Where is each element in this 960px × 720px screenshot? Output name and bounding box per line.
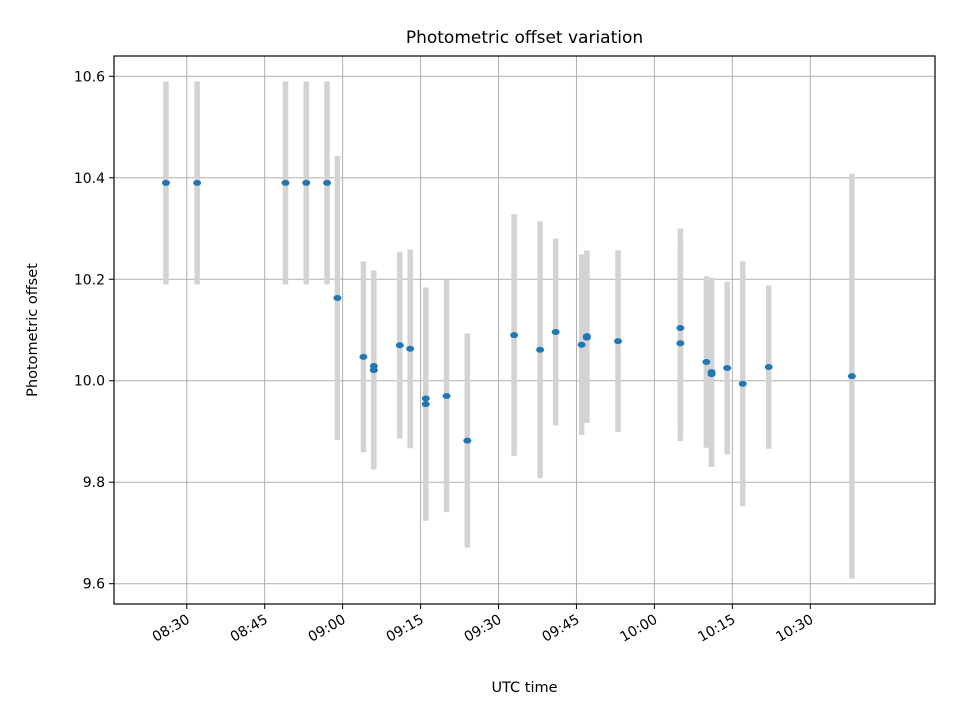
y-tick-label: 10.2 [74, 272, 105, 288]
x-tick-label: 10:15 [695, 612, 738, 646]
y-tick-label: 9.6 [83, 577, 105, 593]
error-bars [163, 81, 855, 579]
y-tick-label: 10.0 [74, 374, 105, 390]
data-point [510, 332, 519, 339]
data-point [323, 179, 332, 186]
data-point [281, 179, 290, 186]
data-points [161, 179, 856, 444]
x-tick-label: 08:45 [228, 612, 271, 646]
x-tick-label: 08:30 [150, 612, 193, 646]
data-point [302, 179, 311, 186]
grid [114, 56, 935, 604]
data-point [614, 338, 623, 345]
y-axis-label: Photometric offset [25, 263, 41, 397]
data-point [421, 395, 430, 402]
data-point [463, 437, 472, 444]
data-point [421, 401, 430, 408]
x-tick-label: 09:30 [462, 612, 505, 646]
data-point [333, 295, 342, 302]
data-point [764, 364, 773, 371]
data-point [702, 358, 711, 365]
data-point [707, 371, 716, 378]
data-point [359, 353, 368, 360]
data-point [395, 342, 404, 349]
x-tick-label: 09:45 [540, 612, 583, 646]
data-point [582, 333, 591, 340]
data-point [723, 365, 732, 372]
x-tick-label: 10:00 [617, 612, 660, 646]
plot-frame [113, 55, 936, 605]
data-point [551, 329, 560, 336]
data-point [406, 345, 415, 352]
y-tick-label: 9.8 [83, 475, 105, 491]
x-axis-ticks: 08:30 08:45 09:00 09:15 09:30 09:45 10:00 10:15… [150, 604, 816, 646]
data-point [847, 373, 856, 380]
x-tick-label: 09:15 [384, 612, 427, 646]
x-tick-label: 09:00 [306, 612, 349, 646]
y-axis-ticks: 9.6 9.8 10.0 10.2 10.4 10.6 [74, 69, 114, 593]
data-point [193, 179, 202, 186]
data-point [161, 179, 170, 186]
data-point [676, 340, 685, 347]
x-tick-label: 10:30 [773, 612, 816, 646]
x-axis-label: UTC time [491, 680, 557, 696]
data-point [577, 341, 586, 348]
chart-title: Photometric offset variation [406, 28, 643, 48]
data-point [442, 392, 451, 399]
data-point [676, 324, 685, 331]
y-tick-label: 10.4 [74, 171, 105, 187]
data-point [369, 363, 378, 370]
y-tick-label: 10.6 [74, 69, 105, 85]
data-point [738, 380, 747, 387]
data-point [536, 346, 545, 353]
